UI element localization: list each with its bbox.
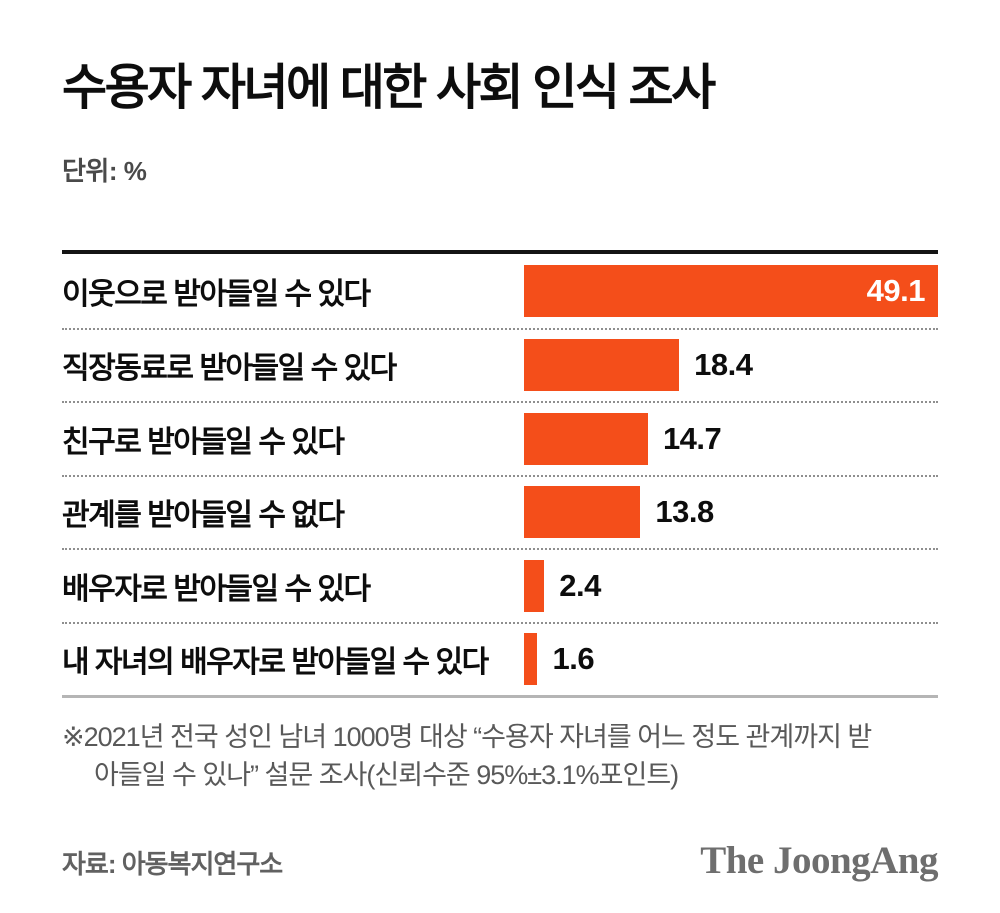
bar [524, 412, 648, 465]
chart-row: 이웃으로 받아들일 수 있다 49.1 [62, 254, 938, 328]
bar-track: 18.4 [524, 339, 938, 392]
bar-track: 49.1 [524, 264, 938, 317]
category-label: 직장동료로 받아들일 수 있다 [62, 352, 397, 386]
value-label: 49.1 [866, 272, 926, 308]
unit-label: 단위: % [62, 156, 147, 186]
bar-track: 14.7 [524, 412, 938, 465]
survey-footnote: ※2021년 전국 성인 남녀 1000명 대상 “수용자 자녀를 어느 정도 … [62, 722, 872, 790]
joongang-logo: The JoongAng [700, 839, 938, 882]
footer: 자료: 아동복지연구소 The JoongAng [62, 838, 938, 883]
data-source: 자료: 아동복지연구소 [62, 849, 283, 879]
value-label: 1.6 [552, 641, 595, 677]
category-label: 이웃으로 받아들일 수 있다 [62, 277, 371, 311]
bar [524, 633, 538, 686]
category-label: 친구로 받아들일 수 있다 [62, 425, 345, 459]
chart-row: 친구로 받아들일 수 있다 14.7 [62, 401, 938, 475]
value-label: 18.4 [694, 347, 753, 383]
chart-row: 배우자로 받아들일 수 있다 2.4 [62, 548, 938, 622]
bar-track: 13.8 [524, 486, 938, 539]
bar-chart: 이웃으로 받아들일 수 있다 49.1 직장동료로 받아들일 수 있다 18.4… [62, 250, 938, 698]
value-label: 13.8 [655, 494, 714, 530]
category-label: 관계를 받아들일 수 없다 [62, 499, 345, 533]
chart-row: 관계를 받아들일 수 없다 13.8 [62, 474, 938, 549]
page-title: 수용자 자녀에 대한 사회 인식 조사 [62, 61, 716, 115]
infographic: 수용자 자녀에 대한 사회 인식 조사 단위: % 이웃으로 받아들일 수 있다… [62, 61, 938, 883]
bar [524, 339, 680, 392]
bar [524, 486, 641, 539]
category-label: 내 자녀의 배우자로 받아들일 수 있다 [62, 646, 489, 680]
value-label: 2.4 [559, 567, 601, 603]
bar: 49.1 [524, 264, 938, 317]
category-label: 배우자로 받아들일 수 있다 [62, 572, 371, 606]
chart-row: 직장동료로 받아들일 수 있다 18.4 [62, 327, 938, 402]
bar-track: 1.6 [524, 633, 938, 686]
value-label: 14.7 [662, 420, 722, 456]
bar [524, 559, 545, 612]
chart-row: 내 자녀의 배우자로 받아들일 수 있다 1.6 [62, 621, 938, 696]
bar-track: 2.4 [524, 559, 938, 612]
